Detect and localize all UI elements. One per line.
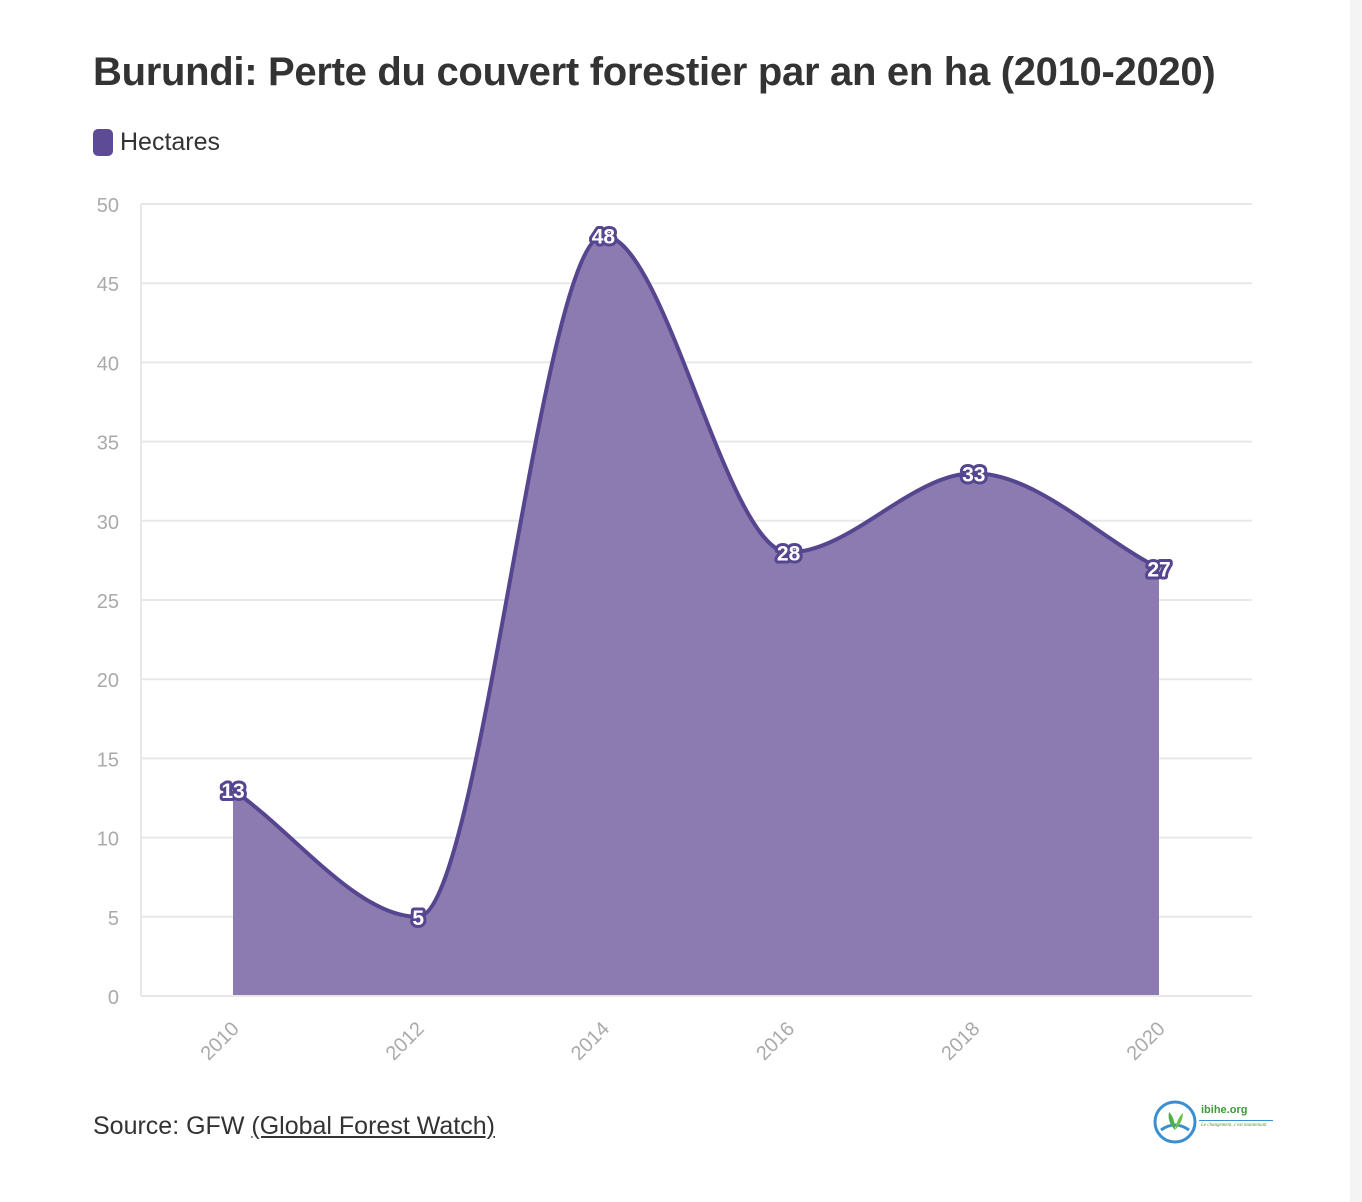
y-tick-label: 0 — [108, 987, 119, 1009]
y-tick-label: 30 — [97, 512, 119, 534]
y-tick-label: 40 — [97, 353, 119, 375]
data-label: 27 — [1147, 558, 1170, 581]
y-tick-label: 15 — [97, 749, 119, 771]
series-line-hectares — [231, 233, 1160, 919]
y-tick-label: 45 — [97, 274, 119, 296]
ibihe-logo: ibihe.org Le changement, c'est maintenan… — [1153, 1100, 1273, 1148]
source-prefix: Source: GFW — [93, 1112, 252, 1140]
legend-label: Hectares — [120, 128, 221, 156]
area-fill — [233, 235, 1159, 996]
data-label: 28 — [777, 542, 801, 565]
data-label: 33 — [962, 463, 985, 486]
y-tick-label: 50 — [97, 195, 119, 217]
data-label: 5 — [412, 907, 424, 930]
y-tick-label: 20 — [97, 670, 119, 692]
source-note: Source: GFW (Global Forest Watch) — [93, 1112, 495, 1141]
data-label: 13 — [221, 780, 244, 803]
x-tick-label: 2012 — [382, 1018, 429, 1065]
x-tick-label: 2014 — [567, 1018, 614, 1065]
y-tick-label: 25 — [97, 591, 119, 613]
y-tick-label: 10 — [97, 829, 119, 851]
x-tick-label: 2010 — [197, 1018, 244, 1065]
x-tick-label: 2016 — [752, 1018, 799, 1065]
x-tick-label: 2020 — [1123, 1018, 1170, 1065]
leaf-globe-icon — [1153, 1100, 1197, 1144]
source-link[interactable]: (Global Forest Watch) — [251, 1112, 495, 1140]
y-tick-label: 5 — [108, 908, 119, 930]
area-chart: 0 5 10 15 20 25 30 35 40 45 50 2010 2012 2014 2016 2018… — [97, 195, 1252, 1065]
chart-title: Burundi: Perte du couvert forestier par … — [93, 50, 1216, 94]
y-tick-label: 35 — [97, 433, 119, 455]
logo-tagline: Le changement, c'est maintenant — [1201, 1123, 1267, 1128]
page-edge-strip — [1350, 0, 1362, 1202]
x-tick-label: 2018 — [937, 1018, 984, 1065]
logo-underline — [1199, 1120, 1273, 1121]
chart-legend[interactable]: Hectares — [93, 128, 220, 157]
data-label: 48 — [592, 226, 616, 249]
legend-swatch — [93, 129, 113, 156]
logo-name: ibihe.org — [1201, 1104, 1248, 1116]
